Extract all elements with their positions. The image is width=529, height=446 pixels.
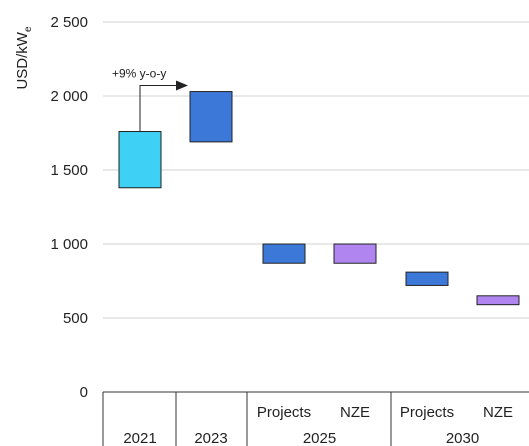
group-label: 2021 [123, 430, 156, 446]
category-label: NZE [340, 404, 370, 421]
growth-arrow [139, 85, 178, 132]
annotation: +9% y-o-y [112, 67, 188, 132]
bar [189, 91, 233, 143]
y-axis-label-main: USD/kW [14, 31, 31, 89]
bar [333, 243, 377, 264]
category-label: NZE [483, 404, 513, 421]
category-label: Projects [257, 404, 311, 421]
group-label: 2025 [303, 430, 336, 446]
y-tick-label: 1 500 [50, 162, 88, 179]
group-label: 2023 [194, 430, 227, 446]
bar [262, 243, 306, 264]
y-tick-label: 0 [80, 384, 88, 401]
y-axis-label-sub: e [23, 26, 34, 32]
y-axis-ticks: 0 500 1 000 1 500 2 000 2 500 [50, 14, 88, 401]
group-label: 2030 [446, 430, 479, 446]
y-tick-label: 2 500 [50, 14, 88, 31]
y-tick-label: 2 000 [50, 88, 88, 105]
growth-annotation-label: +9% y-o-y [112, 67, 166, 81]
gridlines [103, 21, 529, 319]
bar [405, 271, 449, 286]
bars [118, 91, 520, 306]
y-axis-label: USD/kWe [14, 26, 34, 90]
y-tick-label: 500 [63, 310, 88, 327]
y-tick-label: 1 000 [50, 236, 88, 253]
bar [118, 131, 162, 189]
category-label: Projects [400, 404, 454, 421]
growth-arrowhead [176, 80, 188, 91]
bar [476, 295, 520, 306]
